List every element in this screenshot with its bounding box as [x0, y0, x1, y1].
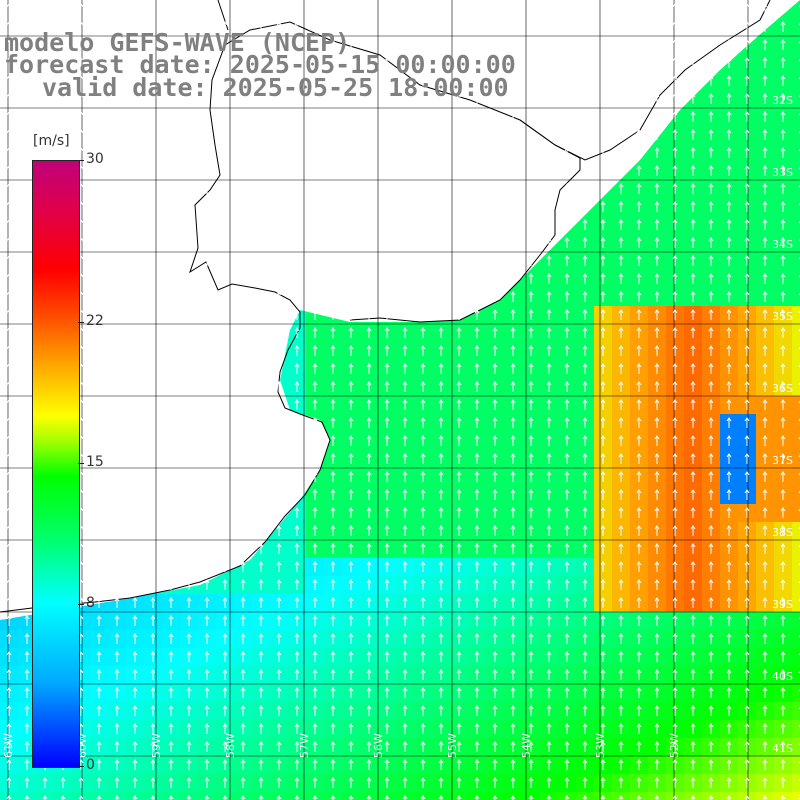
lat-label: 34S — [772, 238, 793, 251]
colorbar-tick-mark — [78, 463, 84, 464]
model-title: modelo GEFS-WAVE (NCEP) — [4, 28, 351, 57]
lat-label: 40S — [772, 670, 793, 683]
colorbar-tick-8: 8 — [86, 595, 95, 612]
colorbar-tick-22: 22 — [86, 312, 104, 329]
valid-date: valid date: 2025-05-25 18:00:00 — [42, 73, 509, 102]
coastline — [0, 0, 771, 613]
lon-label: 53W — [594, 733, 607, 758]
lon-label: 59W — [150, 733, 163, 758]
lon-label: 55W — [446, 733, 459, 758]
lat-label: 35S — [772, 310, 793, 323]
lon-label: 52W — [668, 733, 681, 758]
colorbar-unit: [m/s] — [33, 133, 70, 149]
colorbar-tick-30: 30 — [86, 151, 104, 167]
lat-label: 36S — [772, 382, 793, 395]
colorbar — [32, 160, 80, 768]
lon-label: 56W — [372, 733, 385, 758]
forecast-date: forecast date: 2025-05-15 00:00:00 — [4, 50, 516, 79]
lat-label: 33S — [772, 166, 793, 179]
colorbar-tick-mark — [78, 160, 84, 161]
colorbar-tick-mark — [78, 321, 84, 323]
lon-label: 57W — [298, 733, 311, 758]
lon-label: 61W — [2, 733, 15, 758]
lat-label: 32S — [772, 94, 793, 107]
lat-label: 39S — [772, 598, 793, 611]
lon-label: 58W — [224, 733, 237, 758]
colorbar-tick-mark — [78, 604, 84, 606]
colorbar-tick-0: 0 — [86, 757, 95, 773]
lat-label: 37S — [772, 454, 793, 467]
wind-direction-arrows — [6, 3, 800, 800]
colorbar-tick-mark — [78, 766, 84, 767]
lat-label: 38S — [772, 526, 793, 539]
lon-label: 54W — [520, 733, 533, 758]
lat-label: 41S — [772, 742, 793, 755]
colorbar-tick-15: 15 — [86, 454, 104, 470]
